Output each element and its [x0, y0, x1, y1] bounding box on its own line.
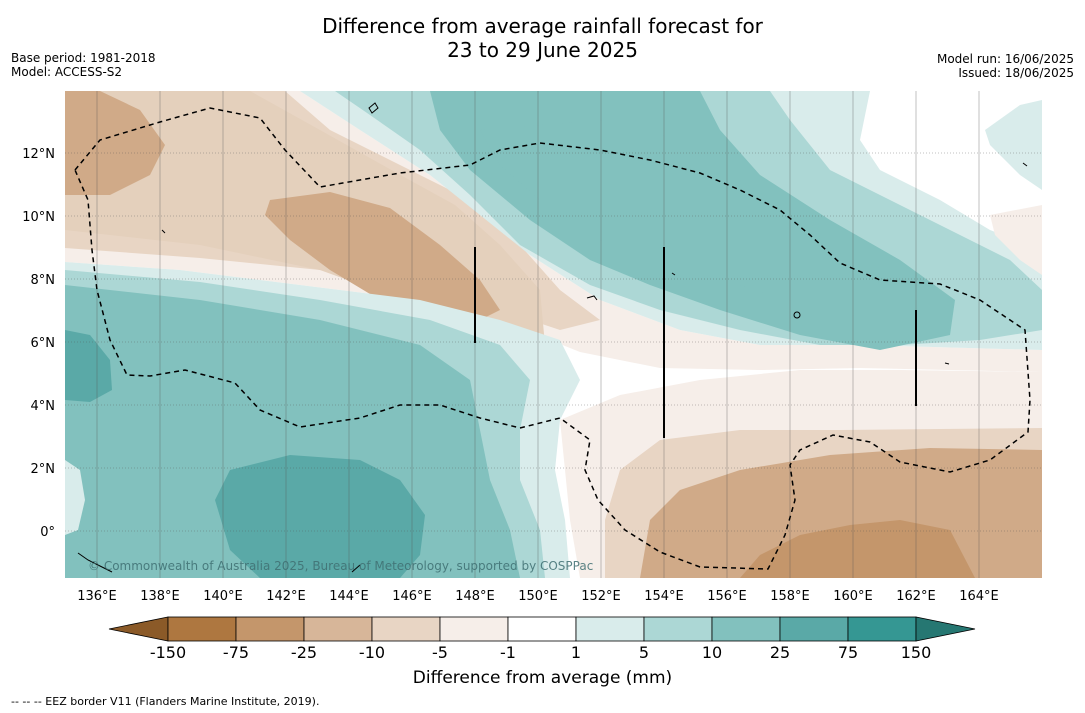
colorbar-swatch [235, 616, 305, 642]
small-islands [77, 102, 1028, 573]
lon-label: 158°E [770, 589, 810, 604]
colorbar-swatch [711, 616, 781, 642]
copyright-watermark: © Commonwealth of Australia 2025, Bureau… [88, 559, 593, 573]
colorbar-max-arrow [915, 616, 976, 642]
model-text: Model: ACCESS-S2 [11, 65, 123, 79]
eez-border [74, 107, 1031, 570]
model-run-text: Model run: 16/06/2025 [936, 52, 1074, 66]
lat-label: 2°N [31, 462, 56, 477]
wet-zone-sw-deep [215, 455, 425, 578]
colorbar-title: Difference from average (mm) [412, 668, 673, 688]
lat-label: 0° [40, 525, 55, 540]
wet-band-ne-core [480, 120, 920, 320]
colorbar-swatch [507, 616, 577, 642]
colorbar-tick: -1 [500, 643, 516, 662]
island-chains [474, 247, 917, 438]
colorbar-swatch [303, 616, 373, 642]
dry-zone-nw-corner [65, 91, 165, 195]
colorbar [108, 616, 976, 642]
lat-label: 6°N [31, 336, 56, 351]
base-period-text: Base period: 1981-2018 [11, 51, 156, 65]
colorbar-tick: 25 [770, 643, 790, 662]
chart-title: Difference from average rainfall forecas… [0, 14, 1085, 62]
colorbar-tick: 1 [571, 643, 581, 662]
title-line-2: 23 to 29 June 2025 [447, 38, 638, 62]
lat-label: 10°N [22, 210, 55, 225]
colorbar-min-arrow [108, 616, 169, 642]
issued-text: Issued: 18/06/2025 [958, 66, 1074, 80]
meta-left: Base period: 1981-2018 Model: ACCESS-S2 [11, 51, 156, 79]
lon-label: 148°E [455, 589, 495, 604]
lon-label: 140°E [203, 589, 243, 604]
lon-label: 146°E [392, 589, 432, 604]
colorbar-tick: -75 [223, 643, 249, 662]
wet-patch-far-ne [985, 100, 1042, 190]
lat-label: 12°N [22, 147, 55, 162]
wet-zone-sw-corner-pale [65, 460, 85, 535]
lon-label: 150°E [518, 589, 558, 604]
lon-axis: 136°E 138°E 140°E 142°E 144°E 146°E 148°… [77, 589, 999, 604]
lon-label: 144°E [329, 589, 369, 604]
lon-label: 164°E [959, 589, 999, 604]
colorbar-tick: 5 [639, 643, 649, 662]
colorbar-swatch [643, 616, 713, 642]
lon-label: 138°E [140, 589, 180, 604]
colorbar-swatch [439, 616, 509, 642]
colorbar-tick: -5 [432, 643, 448, 662]
colorbar-swatch [167, 616, 237, 642]
lat-label: 8°N [31, 273, 56, 288]
dry-zone-nw-core [265, 192, 500, 325]
colorbar-tick: 150 [901, 643, 932, 662]
colorbar-swatch [575, 616, 645, 642]
lon-label: 160°E [833, 589, 873, 604]
lon-label: 154°E [644, 589, 684, 604]
meta-right: Model run: 16/06/2025 Issued: 18/06/2025 [937, 52, 1074, 80]
colorbar-tick: 75 [838, 643, 858, 662]
parallel-lines [65, 152, 1042, 532]
colorbar-tick: -25 [291, 643, 317, 662]
lon-label: 152°E [581, 589, 621, 604]
map-field [65, 91, 1042, 578]
title-line-1: Difference from average rainfall forecas… [322, 14, 763, 38]
lon-label: 162°E [896, 589, 936, 604]
wet-zone-w-deep [65, 330, 112, 402]
colorbar-tick: -150 [150, 643, 186, 662]
colorbar-ticks: -150 -75 -25 -10 -5 -1 1 5 10 25 75 150 [150, 643, 931, 662]
lat-axis: 12°N 10°N 8°N 6°N 4°N 2°N 0° [22, 147, 55, 540]
lat-label: 4°N [31, 399, 56, 414]
eez-footnote: -- -- -- EEZ border V11 (Flanders Marine… [11, 695, 320, 708]
colorbar-swatch [847, 616, 917, 642]
colorbar-swatch [779, 616, 849, 642]
lon-label: 136°E [77, 589, 117, 604]
colorbar-tick: 10 [702, 643, 722, 662]
dry-patch-far-e [990, 205, 1042, 275]
colorbar-swatch [371, 616, 441, 642]
lon-label: 156°E [707, 589, 747, 604]
lon-label: 142°E [266, 589, 306, 604]
colorbar-tick: -10 [359, 643, 385, 662]
